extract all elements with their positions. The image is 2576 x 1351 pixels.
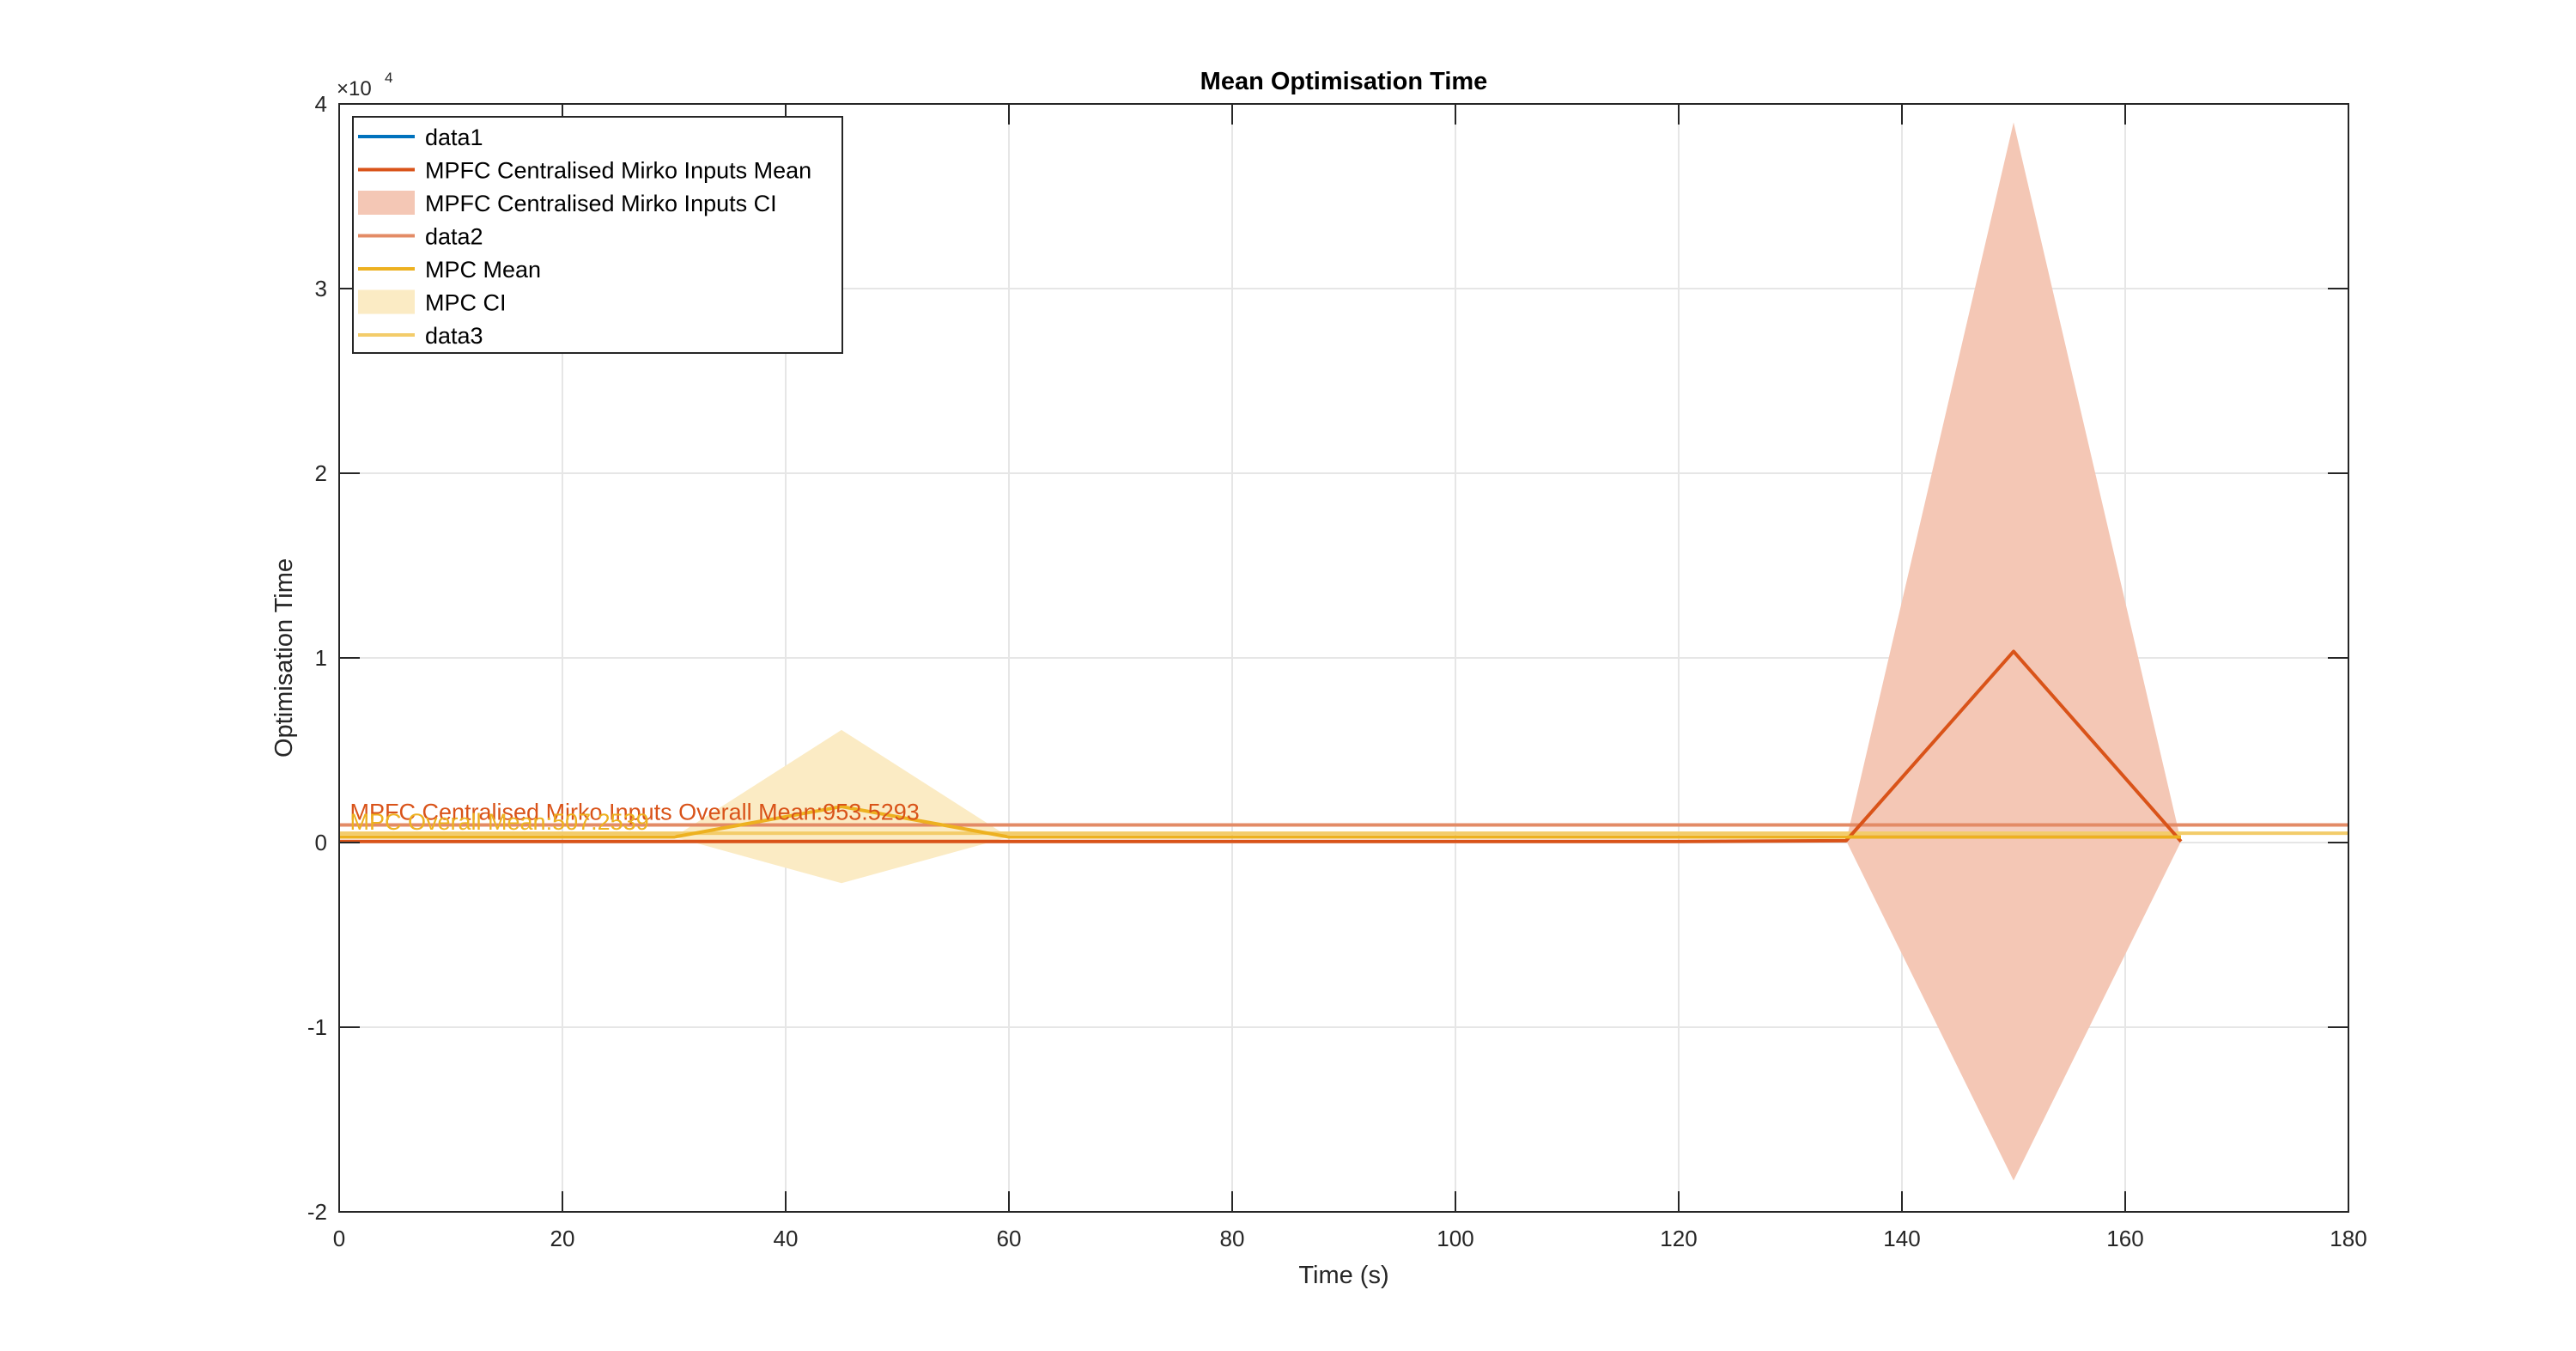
x-tick-label: 140 bbox=[1883, 1226, 1920, 1251]
legend-entry: data2 bbox=[358, 224, 483, 250]
legend-entry: data3 bbox=[358, 323, 483, 349]
y-axis-exponent: ×10 4 bbox=[337, 70, 392, 100]
chart-title: Mean Optimisation Time bbox=[1200, 68, 1488, 95]
legend-swatch bbox=[358, 289, 415, 314]
x-tick-label: 180 bbox=[2330, 1226, 2366, 1251]
x-tick-label: 20 bbox=[550, 1226, 575, 1251]
mean-line bbox=[339, 649, 2183, 843]
y-axis-label: Optimisation Time bbox=[270, 558, 298, 758]
legend-box bbox=[352, 116, 843, 354]
legend-label: MPFC Centralised Mirko Inputs CI bbox=[425, 191, 777, 216]
annotations: MPFC Centralised Mirko Inputs Overall Me… bbox=[350, 799, 920, 835]
x-tick-label: 120 bbox=[1660, 1226, 1697, 1251]
legend-entry: data1 bbox=[358, 125, 483, 150]
x-tick-label: 160 bbox=[2106, 1226, 2143, 1251]
y-tick-label: 4 bbox=[315, 91, 327, 117]
y-tick-label: 3 bbox=[315, 276, 327, 301]
y-tick-label: -1 bbox=[307, 1014, 327, 1040]
legend-swatch bbox=[358, 191, 415, 215]
y-tick-label: 2 bbox=[315, 460, 327, 486]
legend-label: data2 bbox=[425, 224, 483, 250]
legend-label: data1 bbox=[425, 125, 483, 150]
ci-band bbox=[339, 729, 2181, 884]
legend-label: data3 bbox=[425, 323, 483, 349]
legend-label: MPC Mean bbox=[425, 257, 541, 283]
legend-label: MPC CI bbox=[425, 290, 507, 316]
y-tick-label: -2 bbox=[307, 1199, 327, 1225]
legend-label: MPFC Centralised Mirko Inputs Mean bbox=[425, 158, 811, 184]
y-exponent-power: 4 bbox=[385, 70, 392, 86]
x-tick-label: 80 bbox=[1220, 1226, 1245, 1251]
plot-area bbox=[339, 122, 2348, 1181]
mean-annotation: MPFC Centralised Mirko Inputs Overall Me… bbox=[350, 799, 920, 825]
y-exponent-base: ×10 bbox=[337, 77, 372, 100]
legend: data1 MPFC Centralised Mirko Inputs Mean M… bbox=[352, 116, 843, 354]
mean-annotation: MPC Overall Mean:507.2539 bbox=[350, 809, 649, 835]
y-tick-label: 0 bbox=[315, 830, 327, 855]
mean-line bbox=[339, 805, 2181, 839]
legend-entry: MPFC Centralised Mirko Inputs CI bbox=[358, 191, 777, 216]
ci-band bbox=[339, 122, 2181, 1181]
legend-entry: MPC CI bbox=[358, 289, 507, 316]
legend-entry: MPC Mean bbox=[358, 257, 541, 283]
x-tick-label: 0 bbox=[333, 1226, 345, 1251]
x-tick-label: 100 bbox=[1437, 1226, 1473, 1251]
axis-ticks: 0 20 40 60 80 100 120 140 160 180 -2 -1 0 1 2 3 4 bbox=[307, 91, 2367, 1251]
x-tick-label: 60 bbox=[997, 1226, 1022, 1251]
x-tick-label: 40 bbox=[774, 1226, 799, 1251]
legend-entry: MPFC Centralised Mirko Inputs Mean bbox=[358, 158, 811, 184]
x-axis-label: Time (s) bbox=[1298, 1262, 1388, 1289]
y-tick-label: 1 bbox=[315, 645, 327, 671]
